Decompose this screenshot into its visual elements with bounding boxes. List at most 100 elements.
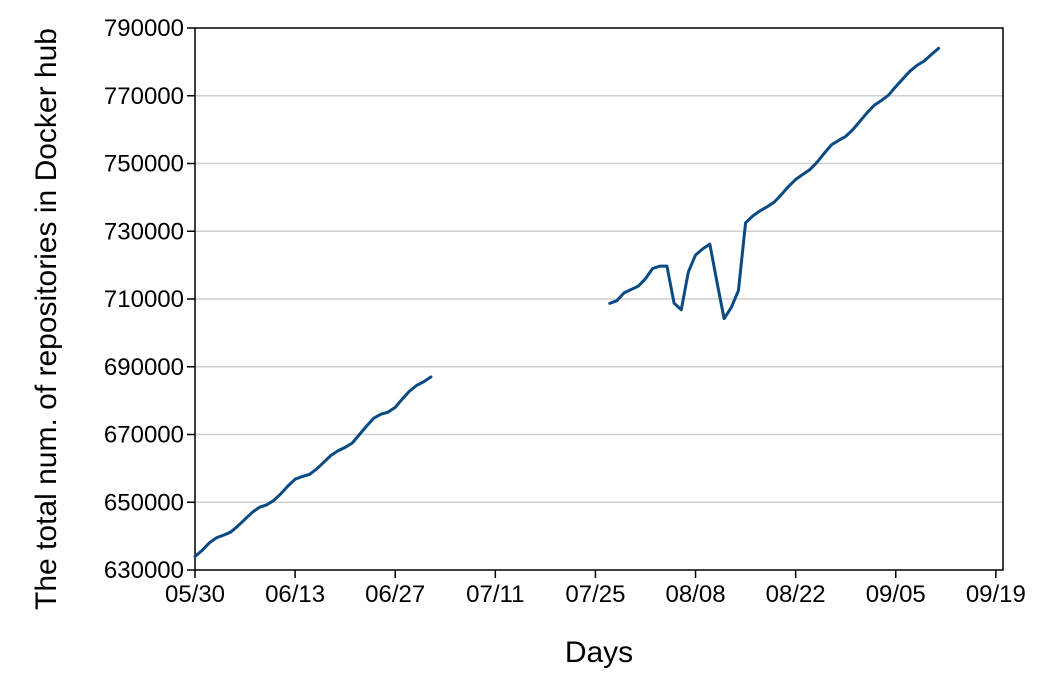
x-tick-label: 07/25 xyxy=(565,581,625,608)
data-point xyxy=(859,120,861,122)
data-point xyxy=(716,281,718,283)
data-point xyxy=(208,542,210,544)
y-tick-label: 710000 xyxy=(104,286,184,313)
data-point xyxy=(237,525,239,527)
data-point xyxy=(394,406,396,408)
data-point xyxy=(823,152,825,154)
data-point xyxy=(766,206,768,208)
data-point xyxy=(909,70,911,72)
data-point xyxy=(251,511,253,514)
data-point xyxy=(930,53,933,56)
data-point xyxy=(902,78,904,80)
data-point xyxy=(294,478,296,480)
data-point xyxy=(287,485,289,487)
data-point xyxy=(680,309,682,311)
data-point xyxy=(380,413,382,415)
data-point xyxy=(723,318,725,320)
y-tick-label: 690000 xyxy=(104,354,184,381)
data-point xyxy=(387,411,389,413)
data-point xyxy=(358,433,361,436)
y-tick-label: 670000 xyxy=(104,422,184,449)
data-point xyxy=(737,289,740,292)
data-point xyxy=(315,468,318,470)
data-point xyxy=(687,271,689,273)
y-tick-label: 790000 xyxy=(104,15,184,42)
x-tick-label: 05/30 xyxy=(165,581,225,608)
x-axis-label: Days xyxy=(565,636,633,669)
data-point xyxy=(223,534,225,536)
data-point xyxy=(330,454,332,457)
data-point xyxy=(637,285,639,287)
data-point xyxy=(938,47,940,49)
data-point xyxy=(265,504,268,506)
data-point xyxy=(923,60,925,62)
data-point xyxy=(301,475,303,478)
y-tick-label: 630000 xyxy=(104,557,184,584)
data-point xyxy=(887,94,890,96)
data-point xyxy=(809,169,811,171)
data-point xyxy=(630,288,632,291)
data-point xyxy=(830,144,832,146)
data-point xyxy=(366,425,368,427)
data-point xyxy=(773,201,775,203)
series-line-segment xyxy=(193,375,433,558)
data-point xyxy=(644,278,647,280)
data-point xyxy=(230,531,232,533)
data-point xyxy=(244,518,246,520)
data-point xyxy=(880,99,883,102)
y-tick-label: 650000 xyxy=(104,489,184,516)
data-point xyxy=(373,417,375,419)
data-point xyxy=(694,254,697,256)
data-point xyxy=(308,473,311,476)
x-tick-label: 06/13 xyxy=(265,581,325,608)
data-point xyxy=(787,185,790,188)
data-point xyxy=(852,129,854,131)
grid-layer xyxy=(195,95,1003,503)
data-point xyxy=(659,265,661,267)
data-point xyxy=(344,446,346,448)
data-point xyxy=(744,222,747,224)
x-tick-label: 06/27 xyxy=(365,581,425,608)
data-point xyxy=(351,442,353,444)
x-tick-label: 08/22 xyxy=(766,581,826,608)
data-point xyxy=(752,215,754,217)
x-tick-label: 09/19 xyxy=(966,581,1026,608)
data-point xyxy=(623,292,625,294)
data-point xyxy=(702,248,704,250)
data-point xyxy=(795,178,797,181)
data-point xyxy=(194,555,196,558)
data-point xyxy=(408,390,411,392)
data-point xyxy=(401,398,403,400)
y-tick-label: 730000 xyxy=(104,218,184,245)
data-point xyxy=(337,450,339,452)
data-point xyxy=(837,139,840,142)
data-point xyxy=(673,302,675,304)
data-point xyxy=(816,161,818,163)
data-point xyxy=(616,300,618,302)
data-point xyxy=(609,302,611,304)
data-point xyxy=(709,243,711,245)
axis-layer: 630000 650000 670000 690000 710000 730000 7500… xyxy=(104,15,1026,608)
series-line-segment xyxy=(608,46,941,321)
data-point xyxy=(215,537,218,539)
data-point xyxy=(280,493,282,495)
data-point xyxy=(780,194,782,196)
data-point xyxy=(759,210,761,212)
data-point xyxy=(258,506,260,508)
series-layer xyxy=(193,46,941,558)
data-point xyxy=(866,112,868,114)
data-point xyxy=(666,265,668,267)
x-tick-label: 08/08 xyxy=(665,581,725,608)
data-point xyxy=(895,86,897,88)
data-point xyxy=(416,384,418,386)
y-tick-label: 750000 xyxy=(104,151,184,178)
data-point xyxy=(430,376,432,378)
data-point xyxy=(802,173,804,175)
data-point xyxy=(845,135,847,137)
data-point xyxy=(423,381,425,383)
data-point xyxy=(873,104,875,106)
data-point xyxy=(273,499,275,502)
y-axis-label: The total num. of repositories in Docker… xyxy=(30,28,63,610)
